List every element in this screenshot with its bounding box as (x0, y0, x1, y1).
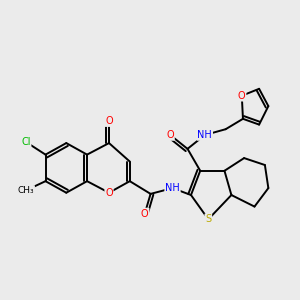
Text: O: O (238, 91, 246, 101)
Text: NH: NH (165, 183, 180, 193)
Text: O: O (105, 188, 113, 198)
Text: NH: NH (197, 130, 212, 140)
Text: S: S (205, 214, 212, 224)
Text: Cl: Cl (21, 137, 31, 147)
Text: CH₃: CH₃ (18, 186, 34, 195)
Text: O: O (167, 130, 174, 140)
Text: O: O (141, 208, 148, 218)
Text: O: O (105, 116, 113, 126)
